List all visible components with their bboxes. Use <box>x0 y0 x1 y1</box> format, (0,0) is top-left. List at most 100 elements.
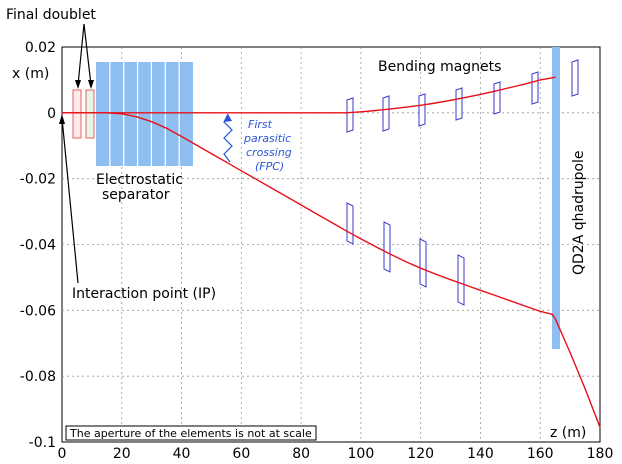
orbit-point-1-15 <box>285 195 287 198</box>
x-tick-label-1: 20 <box>113 446 131 462</box>
orbit-point-0-22 <box>390 108 392 110</box>
orbit-point-0-9 <box>195 112 198 114</box>
ip-arrow <box>61 117 79 284</box>
tick-labels: 0 20 40 60 80 100 120 140 160 180 0.02 0 -0.02 -0.04 -… <box>20 40 614 462</box>
orbit-point-1-14 <box>270 187 272 189</box>
orbit-point-1-24 <box>420 267 422 269</box>
y-tick-label-2: -0.02 <box>20 172 56 188</box>
orbit-point-0-32 <box>539 79 541 81</box>
orbit-line-1 <box>62 112 553 315</box>
x-tick-label-6: 120 <box>407 446 434 462</box>
aperture-note: The aperture of the elements is not at s… <box>69 427 312 440</box>
x-tick-label-5: 100 <box>348 446 375 462</box>
orbit-point-1-10 <box>210 153 213 155</box>
orbit-point-0-12 <box>240 112 242 114</box>
ip-arrowhead <box>59 114 65 124</box>
bending-magnet-upper-3 <box>455 87 463 121</box>
orbit-point-0-24 <box>420 104 422 106</box>
orbit-point-1-31 <box>524 305 526 307</box>
bending-magnets <box>346 59 579 306</box>
orbit-point-0-23 <box>405 106 407 108</box>
orbit-point-1-29 <box>494 294 496 297</box>
x-tick-label-8: 160 <box>527 446 554 462</box>
orbit-point-0-5 <box>136 112 138 114</box>
orbit-point-1-17 <box>315 212 317 215</box>
orbit-point-1-5 <box>136 116 138 118</box>
orbit-point-0-7 <box>166 112 168 114</box>
fpc-label-line2: parasitic <box>243 132 291 145</box>
orbit-point-0-19 <box>345 112 347 114</box>
orbit-point-1-23 <box>405 261 407 263</box>
orbit-point-1-6 <box>151 121 153 123</box>
x-axis-label: z (m) <box>550 425 586 441</box>
orbit-point-0-21 <box>375 109 377 112</box>
orbit-point-1-2 <box>91 112 93 114</box>
bending-magnet-lower-1 <box>383 221 391 273</box>
electrostatic-separator <box>96 62 193 166</box>
final-doublet-arrow-2 <box>83 23 92 86</box>
orbit-point-0-20 <box>360 111 362 113</box>
orbit-point-1-18 <box>330 221 332 223</box>
x-tick-label-9: 180 <box>587 446 614 462</box>
orbit-point-1-1 <box>76 112 78 114</box>
orbit-point-1-0 <box>61 112 63 114</box>
fpc-label-line4: (FPC) <box>255 160 284 173</box>
ip-label: Interaction point (IP) <box>72 286 216 302</box>
bending-magnet-upper-0 <box>346 97 354 133</box>
quadrupole-label: QD2A qhadrupole <box>571 150 587 275</box>
x-tick-label-3: 60 <box>232 446 250 462</box>
orbit-point-1-28 <box>479 289 482 291</box>
orbit-point-1-21 <box>375 246 377 248</box>
bending-magnet-upper-5 <box>531 71 539 105</box>
y-tick-label-1: 0 <box>47 106 56 122</box>
x-tick-label-0: 0 <box>58 446 67 462</box>
fpc-arrowhead <box>224 114 232 122</box>
separator-label-line2: separator <box>102 187 170 203</box>
y-tick-label-4: -0.06 <box>20 303 56 319</box>
orbit-point-1-3 <box>106 112 108 114</box>
final-doublet-arrowhead-2 <box>88 80 94 89</box>
orbit-point-1-22 <box>390 253 392 255</box>
orbit-point-0-10 <box>210 112 213 114</box>
orbit-point-1-27 <box>464 284 467 286</box>
orbit-point-1-11 <box>225 161 227 163</box>
orbit-point-0-25 <box>435 102 437 104</box>
bending-magnet-lower-3 <box>457 254 465 306</box>
orbit-point-2-2 <box>569 351 571 354</box>
separator-body <box>96 62 193 166</box>
orbit-point-1-30 <box>509 300 511 302</box>
y-axis-label: x (m) <box>12 66 49 82</box>
orbit-point-1-13 <box>255 178 257 180</box>
x-tick-label-4: 80 <box>292 446 310 462</box>
orbit-line-0 <box>62 76 556 114</box>
y-tick-label-0: 0.02 <box>25 40 56 56</box>
y-tick-label-6: -0.1 <box>29 435 56 451</box>
orbit-point-0-18 <box>330 112 332 114</box>
orbit-point-2-0 <box>551 313 553 315</box>
bending-magnet-lower-0 <box>346 202 354 245</box>
orbit-point-0-8 <box>180 112 183 114</box>
orbit-point-1-32 <box>539 310 541 312</box>
final-doublet-arrowhead-1 <box>75 80 81 89</box>
bending-magnet-upper-6 <box>571 59 579 97</box>
final-doublet-element-1 <box>72 89 82 139</box>
orbit-point-1-16 <box>300 204 302 206</box>
orbit-point-1-9 <box>195 144 198 146</box>
fpc-label-line3: crossing <box>246 146 292 159</box>
orbit-point-0-27 <box>464 96 467 98</box>
orbit-point-1-19 <box>345 230 347 232</box>
orbit-series <box>61 76 601 428</box>
orbit-point-0-26 <box>449 99 452 101</box>
orbit-point-0-29 <box>494 90 496 92</box>
orbit-point-0-15 <box>285 112 287 114</box>
orbit-point-1-25 <box>435 273 437 275</box>
orbit-point-0-28 <box>479 93 482 95</box>
orbit-point-2-3 <box>584 388 586 390</box>
orbit-point-0-16 <box>300 112 302 114</box>
separator-label-line1: Electrostatic <box>96 172 183 188</box>
fpc-label-line1: First <box>248 118 273 131</box>
orbit-point-1-8 <box>180 135 183 138</box>
x-tick-label-7: 140 <box>467 446 494 462</box>
orbit-point-2-1 <box>554 317 556 320</box>
